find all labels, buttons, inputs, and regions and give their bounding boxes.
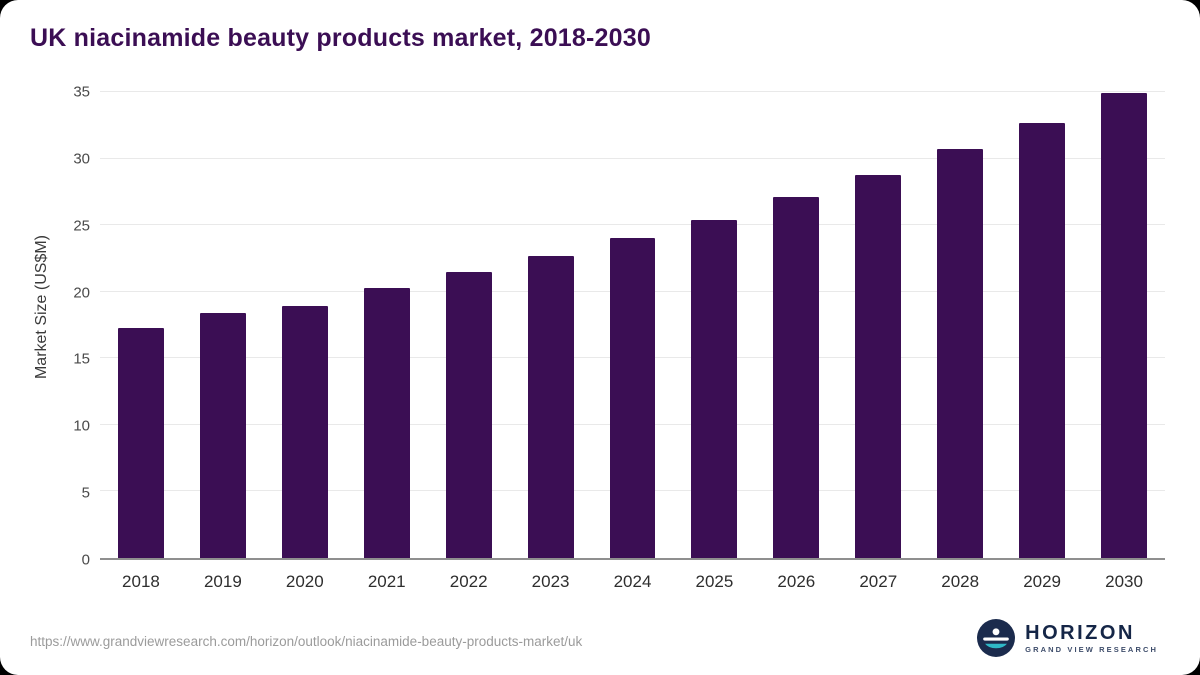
y-tick-label: 15: [73, 350, 90, 368]
plot-area: [100, 91, 1165, 560]
y-tick-label: 20: [73, 284, 90, 302]
bar: [527, 255, 574, 558]
gridline: [100, 157, 1165, 159]
x-tick-label: 2029: [1023, 572, 1062, 591]
x-tick-label: 2023: [531, 572, 570, 591]
bar: [773, 197, 820, 558]
y-tick-label: 0: [81, 551, 90, 569]
bar-column: [673, 92, 755, 558]
horizon-logo: HORIZON GRAND VIEW RESEARCH: [977, 619, 1158, 657]
x-tick-label: 2026: [777, 572, 816, 591]
bar-column: [1001, 92, 1083, 558]
y-tick-label: 30: [73, 150, 90, 168]
bar: [937, 149, 984, 558]
x-tick-label: 2018: [122, 572, 160, 591]
bar-column: [592, 92, 674, 558]
bar-column: [1083, 92, 1165, 558]
x-tick-label: 2021: [367, 572, 406, 591]
y-axis-ticks-inner: 0 5 10 15 20 25 30 35: [56, 84, 90, 569]
bar: [118, 327, 164, 558]
horizon-logo-text: HORIZON: [1025, 621, 1135, 644]
y-axis-title-text: Market Size (US$M): [33, 235, 50, 380]
horizon-logo-icon: [977, 619, 1016, 657]
x-axis-labels: 2018 2019 2020 2021 2022 2023 2024 2025 2026 2027…: [100, 560, 1165, 604]
y-axis-title: Market Size (US$M): [28, 92, 56, 604]
gridline: [100, 224, 1165, 226]
chart-title: UK niacinamide beauty products market, 2…: [30, 24, 651, 52]
bar: [363, 287, 410, 558]
y-tick-label: 25: [73, 217, 90, 235]
horizon-logo-subtext: GRAND VIEW RESEARCH: [1025, 644, 1158, 654]
bar-column: [428, 92, 510, 558]
bar-column: [100, 92, 182, 558]
bar: [445, 271, 492, 558]
gridline: [100, 91, 1165, 92]
bar-column: [346, 92, 428, 558]
source-url: https://www.grandviewresearch.com/horizo…: [30, 634, 583, 649]
plot-column: 2018 2019 2020 2021 2022 2023 2024 2025 2026 2027…: [100, 91, 1165, 604]
y-tick-label: 5: [81, 484, 90, 502]
x-tick-label: 2030: [1105, 572, 1143, 591]
x-tick-label: 2024: [613, 572, 652, 591]
x-tick-label: 2020: [285, 572, 324, 591]
bar-column: [755, 92, 837, 558]
x-tick-label: 2022: [449, 572, 488, 591]
x-tick-label: 2027: [859, 572, 898, 591]
y-tick-label: 35: [73, 83, 90, 101]
bar-column: [510, 92, 592, 558]
chart-area: Market Size (US$M) 0 5 10 15 20 25 30 35 2018 20…: [28, 84, 1165, 604]
bar-column: [264, 92, 346, 558]
bar: [855, 174, 902, 558]
bar: [691, 219, 738, 558]
bar: [281, 306, 328, 558]
bar: [609, 238, 656, 558]
y-axis-ticks: 0 5 10 15 20 25 30 35: [56, 84, 100, 604]
x-tick-label: 2025: [695, 572, 734, 591]
y-tick-label: 10: [73, 417, 90, 435]
bar-column: [182, 92, 264, 558]
x-tick-label: 2028: [941, 572, 980, 591]
bar-column: [837, 92, 919, 558]
horizon-logo-text-wrap: HORIZON GRAND VIEW RESEARCH: [1025, 623, 1158, 654]
bar-column: [919, 92, 1001, 558]
bar: [199, 313, 246, 558]
bars-row: [100, 92, 1165, 558]
bar: [1019, 122, 1066, 558]
x-tick-label: 2019: [203, 572, 242, 591]
bar: [1101, 93, 1147, 558]
